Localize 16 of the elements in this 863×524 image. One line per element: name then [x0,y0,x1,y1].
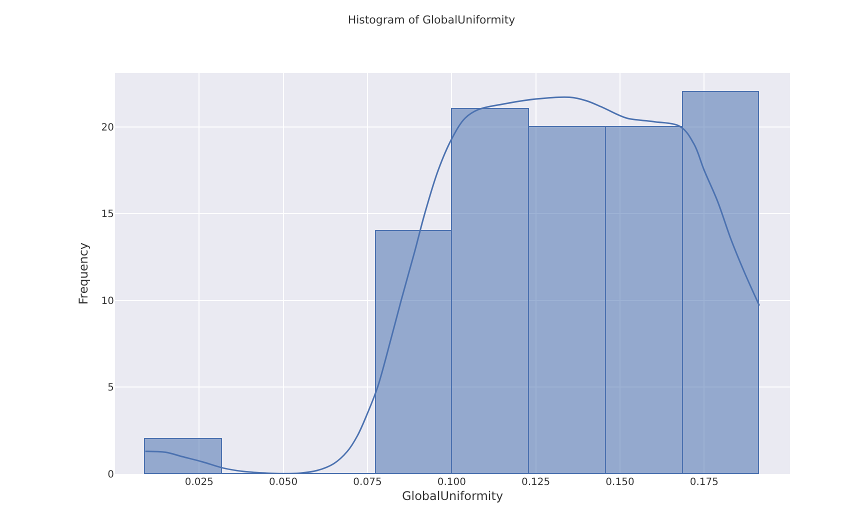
line-series [144,96,760,474]
x-tick-label: 0.125 [522,477,550,488]
x-tick-label: 0.025 [184,477,214,488]
x-tick-label: 0.075 [353,477,382,488]
y-tick-label: 5 [108,382,114,394]
y-tick-label: 10 [101,296,114,307]
y-tick-label: 15 [101,209,114,220]
x-tick-label: 0.050 [269,477,298,488]
y-tick-label: 0 [108,470,114,480]
x-tick-label: 0.175 [690,477,718,488]
chart-title: Histogram of GlobalUniformity [348,13,516,26]
y-axis-title: Frequency [76,242,91,304]
x-axis-title: GlobalUniformity [402,488,504,503]
x-tick-label: 0.100 [437,477,466,488]
y-tick-label: 20 [101,122,114,134]
x-tick-label: 0.150 [606,477,634,488]
